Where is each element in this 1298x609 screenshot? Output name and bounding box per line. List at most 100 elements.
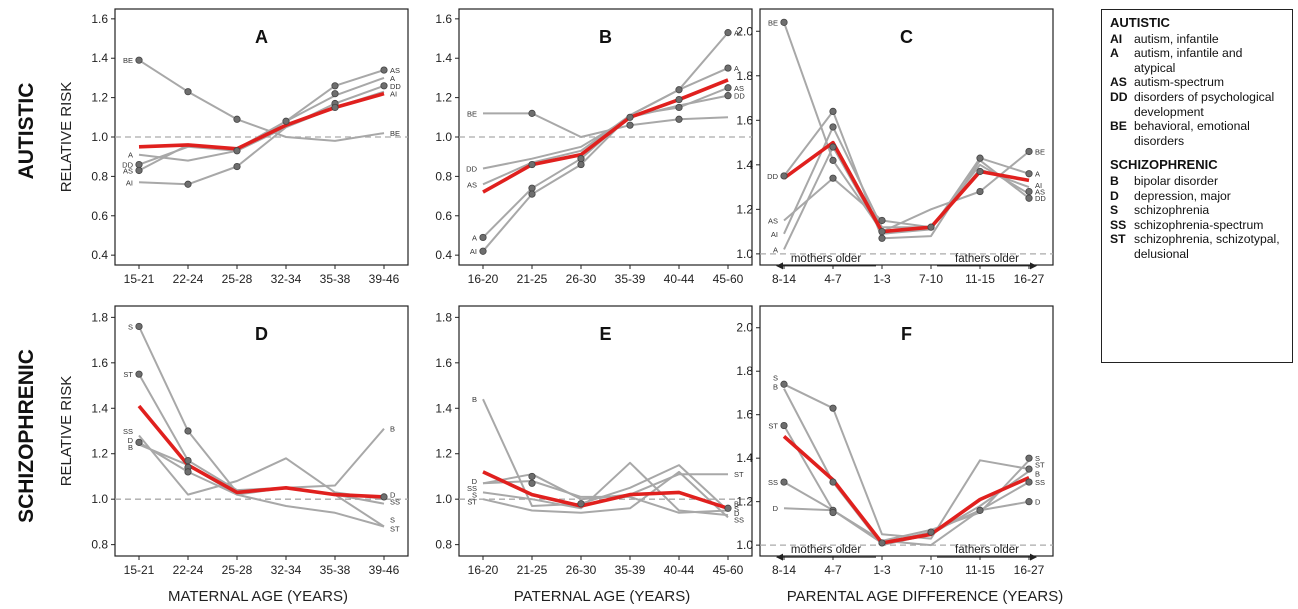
- y-tick-label: 1.2: [91, 91, 108, 105]
- x-tick-label: 35-38: [320, 272, 351, 286]
- legend-desc: schizophrenia: [1134, 203, 1210, 218]
- y-tick-label: 1.6: [736, 408, 753, 422]
- series-label: AI: [1035, 181, 1042, 190]
- legend-item: DD disorders of psychological development: [1110, 90, 1286, 119]
- chart-panel-d: 0.8 1.0 1.2 1.4 1.6 1.8 15-21 22-24 25-28 32-34 35…: [58, 305, 409, 577]
- legend-item: SS schizophrenia-spectrum: [1110, 218, 1286, 233]
- chart-panel-c: 1.0 1.2 1.4 1.6 1.8 2.0 8-14 4-7 1-3 7-10 11-15 16-…: [736, 8, 1054, 286]
- x-tick-label: 16-27: [1014, 563, 1045, 577]
- data-point: [675, 95, 683, 104]
- series-label: SS: [1035, 478, 1045, 487]
- data-point: [724, 92, 732, 100]
- row-label-schizophrenic: SCHIZOPHRENIC: [15, 349, 38, 523]
- series-label: AI: [390, 90, 397, 99]
- series-label: ST: [768, 422, 778, 431]
- series-label: AI: [771, 230, 778, 239]
- y-tick-label: 1.4: [91, 401, 108, 415]
- average-line: [782, 140, 1030, 234]
- legend-desc: autism-spectrum: [1134, 75, 1225, 90]
- x-tick-label: 8-14: [772, 272, 796, 286]
- x-tick-label: 16-27: [1014, 272, 1045, 286]
- data-point: [780, 172, 788, 180]
- chart-panel-f: 1.0 1.2 1.4 1.6 1.8 2.0 8-14 4-7 1-3 7-10 11-15 16-…: [736, 305, 1054, 577]
- data-point: [675, 103, 683, 112]
- y-tick-label: 1.0: [91, 492, 108, 506]
- series-label: A: [1035, 170, 1040, 179]
- y-tick-label: 1.0: [435, 492, 452, 506]
- data-point: [724, 504, 732, 512]
- data-point: [976, 506, 984, 514]
- data-point: [331, 82, 339, 90]
- series-label: BE: [123, 56, 133, 65]
- data-point: [479, 233, 487, 242]
- y-tick-label: 1.4: [736, 451, 753, 465]
- data-point: [331, 103, 339, 112]
- series-label: S: [472, 491, 477, 500]
- series-label: A: [390, 74, 395, 83]
- data-point: [829, 123, 837, 131]
- data-point: [577, 500, 585, 508]
- data-point: [675, 86, 683, 94]
- data-point: [1025, 147, 1033, 156]
- legend-code: AI: [1110, 31, 1123, 46]
- legend-code: ST: [1110, 232, 1126, 247]
- y-tick-label: 0.8: [435, 538, 452, 552]
- legend-desc: bipolar disorder: [1134, 173, 1219, 188]
- legend-item: ST schizophrenia, schizotypal, delusional: [1110, 232, 1286, 261]
- average-line: [137, 404, 385, 499]
- series-label: B: [472, 395, 477, 404]
- y-tick-label: 1.4: [736, 158, 753, 172]
- series-label: AI: [470, 247, 477, 256]
- series-label: AS: [768, 216, 778, 225]
- data-point: [780, 421, 788, 430]
- chart-panel-e: 0.8 1.0 1.2 1.4 1.6 1.8 16-20 21-25 26-30 35-39 40…: [435, 305, 753, 577]
- x-tick-label: 32-34: [271, 272, 302, 286]
- data-point: [380, 82, 388, 90]
- data-point: [135, 322, 143, 331]
- y-tick-label: 1.8: [736, 364, 753, 378]
- data-point: [184, 456, 192, 465]
- data-point: [184, 427, 192, 435]
- data-point: [878, 539, 886, 547]
- legend-code: AS: [1110, 75, 1127, 90]
- x-tick-label: 32-34: [271, 563, 302, 577]
- data-point: [1025, 465, 1033, 473]
- data-point: [927, 528, 935, 536]
- data-point: [976, 167, 984, 176]
- legend-desc: autism, infantile: [1134, 31, 1219, 46]
- x-tick-label: 39-46: [369, 272, 400, 286]
- series-label: DD: [466, 165, 477, 174]
- x-axis-title: PARENTAL AGE DIFFERENCE (YEARS): [787, 588, 1063, 605]
- y-tick-label: 1.2: [736, 495, 753, 509]
- legend-desc: behavioral, emotional disorders: [1134, 119, 1250, 148]
- panel-letter: D: [255, 324, 268, 344]
- data-point: [184, 468, 192, 476]
- y-tick-label: 1.2: [435, 91, 452, 105]
- data-point: [135, 438, 143, 446]
- x-tick-label: 45-60: [713, 563, 744, 577]
- data-point: [829, 107, 837, 116]
- legend-desc: schizophrenia-spectrum: [1134, 217, 1264, 232]
- y-tick-label: 2.0: [736, 24, 753, 38]
- data-point: [1025, 170, 1033, 178]
- series-label: ST: [734, 470, 744, 479]
- series-label: BE: [1035, 147, 1045, 156]
- y-tick-label: 1.2: [91, 447, 108, 461]
- y-tick-label: 0.8: [91, 538, 108, 552]
- series-label: BE: [467, 109, 477, 118]
- legend-desc: depression, major: [1134, 188, 1231, 203]
- y-tick-label: 1.6: [435, 356, 452, 370]
- series-line-d: [138, 441, 385, 528]
- data-point: [626, 113, 634, 121]
- data-point: [1025, 498, 1033, 506]
- data-point: [184, 88, 192, 96]
- panel-letter: E: [599, 324, 611, 344]
- plot-frame: [759, 305, 1054, 557]
- y-tick-label: 1.0: [736, 247, 753, 261]
- data-point: [331, 90, 339, 98]
- x-tick-label: 1-3: [873, 272, 891, 286]
